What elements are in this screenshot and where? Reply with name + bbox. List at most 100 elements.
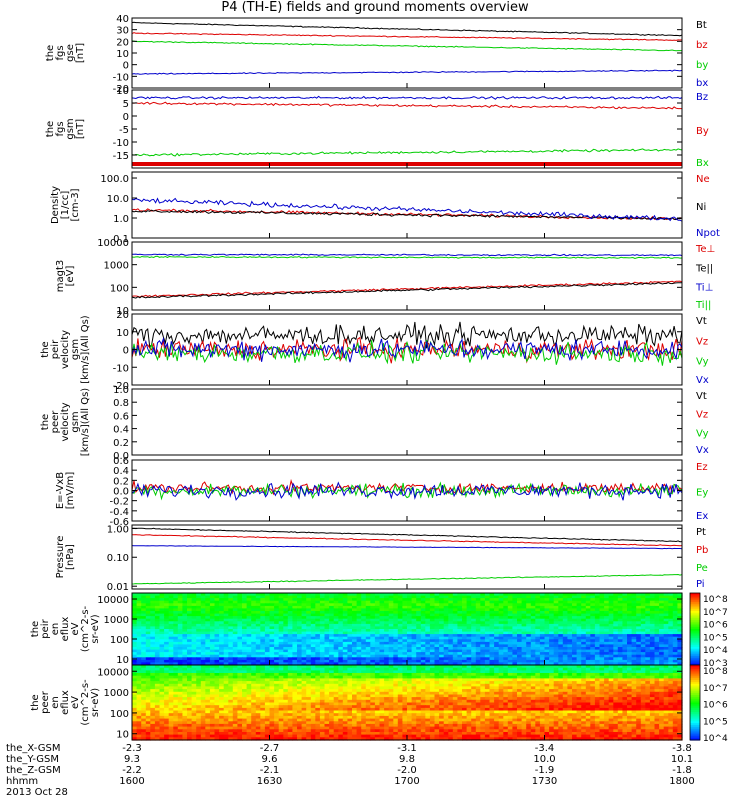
heatmap-cell: [654, 644, 660, 648]
heatmap-cell: [361, 667, 367, 671]
heatmap-cell: [608, 598, 614, 602]
heatmap-cell: [274, 670, 280, 674]
heatmap-cell: [237, 659, 243, 664]
heatmap-cell: [228, 611, 234, 615]
heatmap-cell: [645, 683, 651, 688]
heatmap-cell: [448, 657, 454, 661]
heatmap-cell: [663, 683, 669, 688]
heatmap-cell: [356, 681, 362, 685]
heatmap-cell: [585, 616, 591, 620]
heatmap-cell: [352, 595, 358, 599]
heatmap-cell: [338, 629, 344, 633]
heatmap-cell: [370, 673, 376, 677]
heatmap-cell: [251, 644, 257, 648]
heatmap-cell: [521, 689, 527, 693]
heatmap-cell: [590, 593, 596, 597]
heatmap-cell: [581, 634, 587, 638]
heatmap-cell: [425, 623, 431, 628]
heatmap-cell: [365, 631, 371, 635]
heatmap-cell: [136, 623, 142, 628]
heatmap-cell: [164, 598, 170, 602]
heatmap-cell: [462, 595, 468, 599]
heatmap-cell: [223, 626, 229, 630]
heatmap-cell: [613, 667, 619, 671]
heatmap-cell: [306, 662, 312, 666]
heatmap-cell: [374, 675, 381, 679]
heatmap-cell: [526, 616, 532, 620]
heatmap-cell: [503, 600, 509, 604]
heatmap-cell: [539, 662, 546, 666]
heatmap-cell: [200, 641, 206, 646]
heatmap-cell: [370, 675, 376, 679]
heatmap-cell: [617, 675, 623, 679]
heatmap-cell: [411, 626, 417, 630]
heatmap-cell: [553, 598, 559, 602]
heatmap-cell: [622, 623, 628, 628]
heatmap-cell: [338, 611, 344, 615]
heatmap-cell: [517, 629, 523, 633]
heatmap-cell: [416, 608, 422, 612]
heatmap-cell: [654, 595, 660, 599]
heatmap-cell: [232, 678, 238, 682]
heatmap-cell: [572, 600, 578, 604]
heatmap-cell: [553, 593, 559, 597]
legend-entry: Te||: [695, 263, 713, 274]
heatmap-cell: [494, 649, 500, 653]
heatmap-cell: [663, 665, 669, 669]
heatmap-cell: [434, 608, 440, 612]
heatmap-cell: [379, 647, 385, 651]
heatmap-cell: [558, 644, 564, 648]
heatmap-cell: [484, 652, 491, 656]
heatmap-cell: [622, 608, 628, 612]
heatmap-cell: [590, 641, 596, 646]
heatmap-cell: [297, 618, 303, 622]
heatmap-cell: [141, 626, 147, 630]
heatmap-cell: [631, 654, 637, 658]
heatmap-cell: [517, 654, 523, 658]
heatmap-cell: [393, 665, 399, 669]
heatmap-cell: [530, 611, 536, 615]
heatmap-cell: [645, 657, 651, 661]
heatmap-cell: [535, 641, 541, 646]
heatmap-cell: [397, 603, 403, 607]
heatmap-cell: [132, 686, 138, 690]
heatmap-cell: [393, 675, 399, 679]
heatmap-cell: [365, 670, 371, 674]
heatmap-cell: [448, 652, 454, 656]
heatmap-cell: [237, 631, 243, 635]
heatmap-cell: [393, 659, 399, 664]
heatmap-cell: [416, 678, 422, 682]
heatmap-cell: [402, 613, 408, 617]
heatmap-cell: [416, 623, 422, 628]
heatmap-cell: [361, 691, 367, 696]
heatmap-cell: [173, 647, 179, 651]
heatmap-cell: [297, 636, 303, 640]
heatmap-cell: [672, 659, 678, 664]
heatmap-cell: [292, 652, 298, 656]
heatmap-cell: [251, 654, 257, 658]
heatmap-cell: [562, 670, 568, 674]
heatmap-cell: [246, 598, 252, 602]
heatmap-cell: [352, 644, 358, 648]
heatmap-cell: [594, 647, 601, 651]
heatmap-cell: [585, 598, 591, 602]
heatmap-cell: [283, 613, 289, 617]
heatmap-cell: [228, 598, 234, 602]
heatmap-cell: [173, 670, 179, 674]
heatmap-cell: [439, 657, 445, 661]
heatmap-cell: [439, 634, 445, 638]
heatmap-cell: [255, 598, 261, 602]
heatmap-cell: [659, 644, 665, 648]
heatmap-cell: [154, 691, 161, 696]
heatmap-cell: [274, 631, 280, 635]
heatmap-cell: [530, 659, 536, 664]
heatmap-cell: [498, 644, 504, 648]
heatmap-cell: [448, 644, 454, 648]
heatmap-cell: [237, 616, 243, 620]
heatmap-cell: [407, 644, 413, 648]
heatmap-cell: [251, 662, 257, 666]
heatmap-cell: [342, 667, 348, 671]
heatmap-cell: [480, 691, 486, 696]
heatmap-cell: [205, 649, 211, 653]
heatmap-cell: [205, 636, 211, 640]
